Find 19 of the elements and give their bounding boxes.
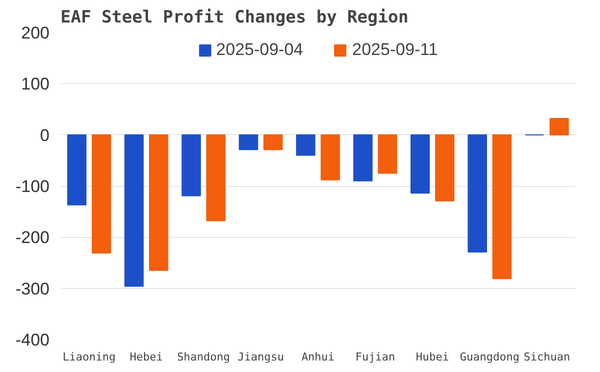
x-tick-label: Anhui (301, 350, 335, 364)
y-tick-label: 0 (40, 126, 50, 145)
chart-title: EAF Steel Profit Changes by Region (60, 8, 408, 28)
legend-label: 2025-09-11 (352, 40, 438, 60)
y-tick-label: -400 (15, 330, 50, 350)
x-tick-label: Hubei (416, 350, 450, 364)
y-tick-label: -100 (15, 177, 50, 196)
x-tick-label: Shandong (177, 350, 230, 364)
y-tick-label: -300 (15, 279, 50, 298)
y-tick-label: 200 (21, 24, 50, 42)
x-tick-label: Hebei (130, 350, 163, 364)
x-tick-label: Liaoning (62, 350, 116, 364)
legend-label: 2025-09-04 (216, 40, 304, 60)
x-tick-label: Jiangsu (238, 350, 284, 364)
y-tick-label: -200 (15, 228, 50, 248)
x-tick-label: Sichuan (524, 350, 570, 364)
x-tick-label: Guangdong (460, 350, 520, 364)
y-tick-label: 100 (21, 74, 50, 94)
x-tick-label: Fujian (355, 350, 396, 364)
